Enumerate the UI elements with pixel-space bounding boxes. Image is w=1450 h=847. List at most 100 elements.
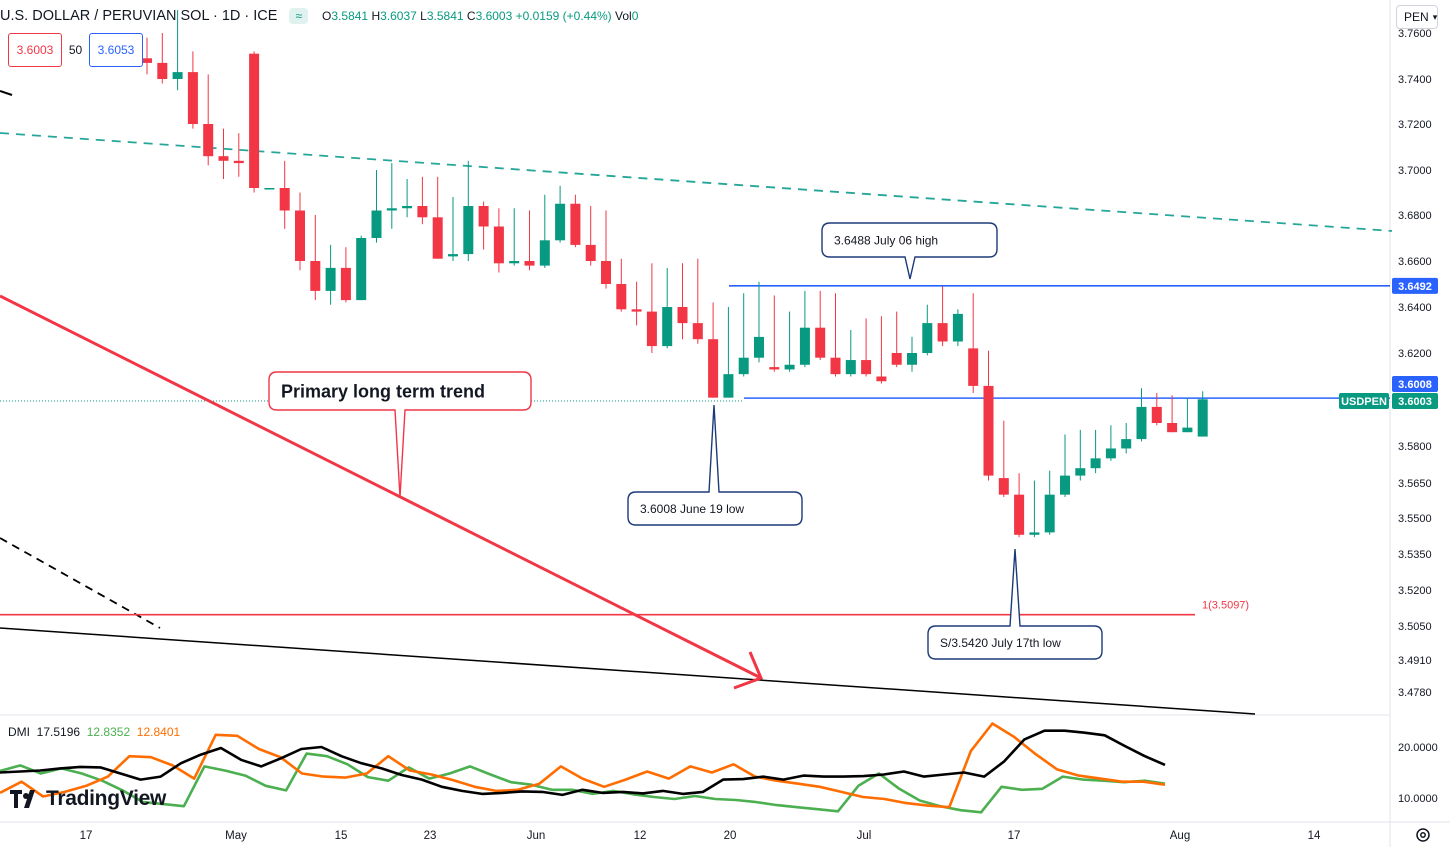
x-tick-label: 14	[1308, 830, 1321, 842]
callout-box	[821, 222, 998, 280]
symbol-title[interactable]: U.S. DOLLAR / PERUVIAN SOL · 1D · ICE	[0, 8, 278, 24]
chevron-down-icon: ▾	[1432, 11, 1438, 22]
candle-body	[1075, 468, 1086, 476]
candle-body	[1136, 406, 1147, 440]
candle-body	[1167, 423, 1178, 433]
y-tick-label: 3.7200	[1398, 119, 1432, 131]
y-tick-label: 3.5500	[1398, 513, 1432, 525]
y-tick-label: 3.5050	[1398, 621, 1432, 633]
callout-july-high: 3.6488 July 06 high	[821, 222, 998, 280]
price-tag-3.6008-bg	[1392, 376, 1438, 392]
dmi-tick-label: 20.0000	[1398, 742, 1438, 754]
candle-body	[738, 357, 749, 375]
candle-body	[876, 376, 887, 382]
ohlc-readout: O3.5841 H3.6037 L3.5841 C3.6003 +0.0159 …	[322, 9, 639, 23]
candle-body	[1014, 494, 1025, 535]
candle-body	[142, 58, 152, 63]
candle-body	[601, 261, 611, 284]
candle-body	[983, 385, 994, 476]
y-tick-label: 3.4910	[1398, 655, 1432, 667]
callout-text: 3.6488 July 06 high	[834, 233, 938, 247]
y-tick-label: 3.6200	[1398, 348, 1432, 360]
price-tag-last: 3.6003	[1398, 396, 1432, 408]
candle-body	[769, 367, 780, 370]
price-tag-last-bg	[1392, 393, 1438, 409]
callout-june-low: 3.6008 June 19 low	[627, 404, 803, 526]
candle-body	[1151, 406, 1162, 423]
candle-body	[907, 353, 917, 365]
candle-body	[998, 478, 1009, 495]
settings-gear-icon[interactable]	[1413, 825, 1433, 845]
dmi-minus-di-line	[0, 722, 1166, 809]
x-tick-label: Jun	[527, 830, 546, 842]
compare-pill[interactable]: ≈	[289, 8, 309, 24]
candle-body	[570, 203, 581, 245]
candle-body	[371, 210, 382, 238]
candle-body	[861, 360, 872, 375]
dmi-plus-di-line	[0, 752, 1166, 814]
candle-body	[295, 210, 305, 261]
ask-price-box[interactable]: 3.6053	[89, 33, 143, 67]
candle-body	[187, 72, 198, 124]
y-tick-label: 3.4780	[1398, 687, 1432, 699]
candle-body	[968, 348, 979, 386]
callout-box	[268, 371, 532, 498]
candle-body	[509, 261, 520, 264]
candle-body	[386, 208, 397, 211]
candle-body	[815, 327, 826, 358]
callout-box	[627, 404, 803, 526]
trendline-stub	[0, 90, 13, 96]
y-tick-label: 3.6800	[1398, 210, 1432, 222]
candle-body	[310, 261, 321, 291]
bid-price-box[interactable]: 3.6003	[8, 33, 62, 67]
candle-body	[539, 240, 550, 266]
x-tick-label: 15	[335, 830, 348, 842]
y-tick-label: 3.7400	[1398, 74, 1432, 86]
hline-label: 1(3.5097)	[1202, 600, 1249, 612]
x-tick-label: 17	[80, 830, 93, 842]
symbol-tag-usdpen: USDPEN	[1341, 396, 1387, 408]
callout-box	[927, 548, 1103, 660]
trendline-black	[0, 627, 1256, 715]
callout-july-low: S/3.5420 July 17th low	[927, 548, 1103, 660]
candle-body	[340, 267, 351, 301]
y-tick-label: 3.6600	[1398, 256, 1432, 268]
trendline-dashed-black	[0, 537, 161, 629]
price-tag-3.6008: 3.6008	[1398, 379, 1432, 391]
dmi-legend[interactable]: DMI 17.5196 12.8352 12.8401	[8, 725, 181, 739]
candle-body	[233, 160, 244, 164]
candle-body	[708, 339, 719, 398]
candle-body	[830, 357, 841, 375]
x-tick-label: May	[225, 830, 247, 842]
candle-body	[585, 244, 596, 261]
candle-body	[723, 374, 734, 398]
candle-body	[402, 206, 413, 209]
tradingview-logo-icon	[10, 790, 35, 808]
candle-body	[249, 53, 260, 189]
candle-body	[172, 72, 183, 79]
currency-button[interactable]: PEN ▾	[1396, 5, 1438, 29]
y-tick-label: 3.5800	[1398, 441, 1432, 453]
candle-body	[799, 327, 810, 365]
candle-body	[157, 62, 168, 79]
candle-body	[218, 156, 229, 161]
arrow-head-icon	[733, 651, 763, 690]
candle-body	[677, 307, 688, 324]
candle-body	[325, 267, 336, 291]
y-tick-label: 3.5350	[1398, 549, 1432, 561]
candle-body	[1121, 439, 1132, 449]
trendline-dashed-teal	[0, 132, 1393, 232]
candle-body	[1105, 448, 1116, 459]
x-tick-label: 17	[1008, 830, 1021, 842]
candle-body	[203, 124, 214, 157]
y-tick-label: 3.7000	[1398, 165, 1432, 177]
x-tick-label: 12	[634, 830, 647, 842]
y-tick-label: 3.6400	[1398, 302, 1432, 314]
candle-body	[1182, 427, 1193, 433]
candle-body	[1044, 494, 1055, 533]
candle-body	[922, 323, 933, 353]
callout-text: S/3.5420 July 17th low	[940, 636, 1061, 650]
x-tick-label: 23	[424, 830, 437, 842]
x-tick-label: Jul	[857, 830, 872, 842]
